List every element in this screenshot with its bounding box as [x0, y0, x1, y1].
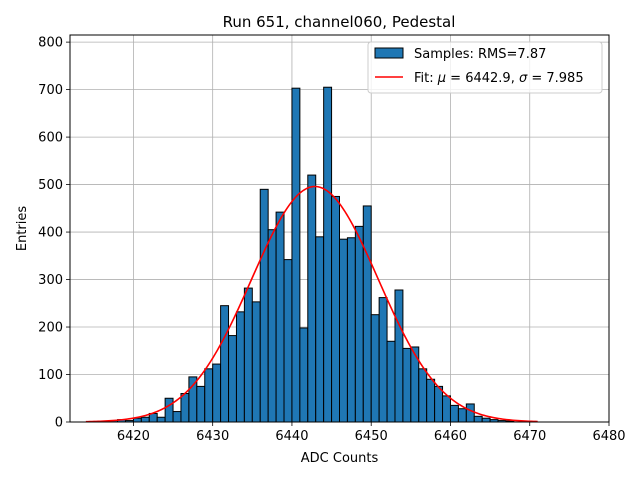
y-tick-label: 0 — [55, 416, 63, 431]
histogram-bar — [196, 385, 206, 423]
legend-sigma-value: = 7.985 — [527, 71, 583, 86]
histogram-bar — [370, 314, 380, 423]
histogram-bar — [473, 415, 483, 423]
histogram-bar — [180, 393, 190, 423]
x-tick-label: 6430 — [196, 429, 229, 444]
histogram-bar — [442, 395, 451, 423]
histogram-bar — [220, 305, 230, 423]
histogram-bar — [299, 327, 309, 423]
histogram-bar — [307, 174, 317, 423]
legend-fit-label: Fit: μ = 6442.9, σ = 7.985 — [414, 71, 584, 86]
legend-box — [367, 41, 603, 94]
histogram-bar — [362, 205, 372, 423]
histogram-bar — [315, 236, 325, 423]
legend-fit-prefix: Fit: — [414, 71, 438, 86]
histogram-bar — [457, 408, 467, 423]
histogram-bar — [331, 195, 340, 423]
histogram-bar — [418, 368, 428, 423]
legend-mu-symbol: μ — [437, 71, 446, 86]
histogram-bar — [346, 237, 356, 423]
x-axis-title: ADC Counts — [301, 451, 379, 466]
histogram-bar — [251, 301, 261, 423]
histogram-bar — [378, 297, 388, 423]
histogram-bar — [449, 404, 459, 423]
histogram-bar — [291, 87, 301, 423]
histogram-bar — [465, 403, 475, 423]
y-tick-label: 600 — [38, 131, 63, 146]
histogram-bar — [212, 363, 222, 423]
histogram-bar — [402, 347, 412, 423]
legend: Samples: RMS=7.87 Fit: μ = 6442.9, σ = 7… — [367, 41, 603, 94]
x-tick-label: 6450 — [355, 429, 388, 444]
y-tick-label: 500 — [38, 178, 63, 193]
histogram-bar — [481, 417, 491, 423]
histogram-bar — [132, 417, 142, 423]
histogram-bar — [394, 289, 404, 423]
chart-title: Run 651, channel060, Pedestal — [223, 13, 456, 31]
y-tick-label: 100 — [38, 368, 63, 383]
x-tick-label: 6470 — [513, 429, 546, 444]
histogram-bar — [156, 416, 166, 423]
histogram-bar — [204, 368, 214, 423]
histogram-bar — [172, 411, 182, 423]
histogram-bar — [243, 287, 253, 423]
y-axis-title: Entries — [15, 206, 30, 252]
histogram-bar — [188, 376, 198, 423]
y-tick-label: 200 — [38, 321, 63, 336]
histogram-bar — [259, 188, 269, 423]
histogram-bar — [275, 211, 285, 423]
y-tick-label: 400 — [38, 226, 63, 241]
histogram-bar — [339, 238, 348, 423]
fit-curve — [85, 185, 538, 423]
plot-frame — [69, 34, 610, 423]
histogram-bar — [140, 416, 150, 423]
histogram-bar — [426, 378, 436, 423]
y-tick-label: 700 — [38, 83, 63, 98]
histogram-bar — [267, 229, 277, 423]
histogram-bar — [386, 340, 396, 423]
histogram-bar — [354, 225, 364, 423]
histogram-bar — [323, 86, 333, 423]
histogram-bar — [164, 397, 174, 423]
legend-hist-label: Samples: RMS=7.87 — [414, 47, 546, 62]
histogram-bars — [109, 86, 515, 423]
x-tick-label: 6480 — [592, 429, 625, 444]
x-tick-label: 6420 — [117, 429, 150, 444]
histogram-bar — [228, 335, 237, 423]
x-tick-label: 6440 — [275, 429, 308, 444]
axis-ticks: 6420 6430 6440 6450 6460 6470 6480 0 100 200 300 40… — [38, 36, 625, 444]
histogram-bar — [283, 259, 293, 423]
legend-mu-value: = 6442.9, — [446, 71, 519, 86]
legend-hist-swatch — [374, 47, 404, 59]
y-tick-label: 800 — [38, 36, 63, 51]
histogram-bar — [434, 385, 444, 423]
legend-sigma-symbol: σ — [519, 71, 528, 86]
histogram-bar — [235, 311, 245, 423]
x-tick-label: 6460 — [434, 429, 467, 444]
y-tick-label: 300 — [38, 273, 63, 288]
